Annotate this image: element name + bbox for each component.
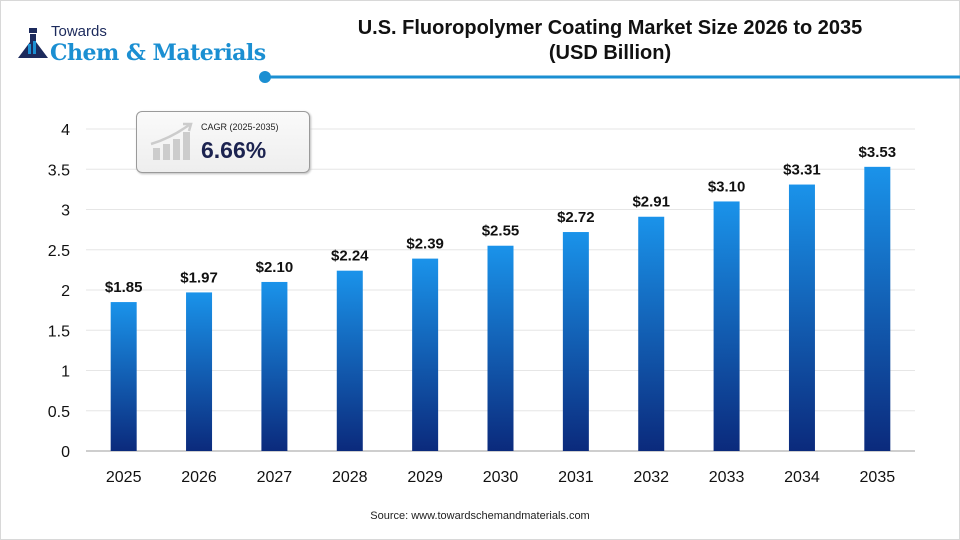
x-tick-label: 2030 xyxy=(483,469,519,486)
y-tick-label: 3 xyxy=(61,203,70,220)
y-tick-label: 3.5 xyxy=(48,162,70,179)
data-label: $1.97 xyxy=(180,269,218,286)
x-tick-label: 2026 xyxy=(181,469,217,486)
x-tick-label: 2028 xyxy=(332,469,368,486)
x-tick-label: 2025 xyxy=(106,469,142,486)
x-tick-label: 2034 xyxy=(784,469,820,486)
y-tick-label: 0 xyxy=(61,444,70,461)
bar xyxy=(186,292,213,451)
cagr-label: CAGR (2025-2035) xyxy=(201,122,279,132)
data-label: $2.72 xyxy=(557,209,595,226)
y-tick-label: 1.5 xyxy=(48,323,70,340)
x-tick-label: 2029 xyxy=(407,469,443,486)
logo: Towards Chem & Materials xyxy=(16,23,266,66)
y-tick-label: 0.5 xyxy=(48,404,70,421)
bar xyxy=(336,270,363,451)
subtitle-line: (USD Billion) xyxy=(548,42,672,64)
y-tick-label: 1 xyxy=(61,364,70,381)
data-label: $2.39 xyxy=(406,236,444,253)
bar xyxy=(487,245,514,451)
bar xyxy=(562,232,589,451)
data-label: $3.53 xyxy=(859,144,897,161)
data-label: $2.91 xyxy=(632,194,670,211)
title-underline-dot xyxy=(259,71,271,83)
x-tick-label: 2031 xyxy=(558,469,594,486)
x-tick-label: 2032 xyxy=(633,469,669,486)
cagr-box: CAGR (2025-2035) 6.66% xyxy=(136,111,310,173)
bar xyxy=(261,281,288,451)
y-tick-label: 2 xyxy=(61,283,70,300)
bar xyxy=(412,258,439,451)
data-label: $1.85 xyxy=(105,279,143,296)
data-label: $2.24 xyxy=(331,248,369,265)
bar xyxy=(864,166,891,451)
logo-towards: Towards xyxy=(51,23,107,40)
growth-chart-icon xyxy=(150,122,193,160)
flask-icon xyxy=(18,28,48,58)
x-tick-label: 2027 xyxy=(257,469,293,486)
cagr-value: 6.66% xyxy=(201,137,267,163)
chart-title: U.S. Fluoropolymer Coating Market Size 2… xyxy=(265,16,955,66)
x-tick-label: 2035 xyxy=(860,469,896,486)
x-tick-label: 2033 xyxy=(709,469,745,486)
source-note: Source: www.towardschemandmaterials.com xyxy=(370,510,590,522)
data-label: $2.10 xyxy=(256,259,294,276)
y-tick-label: 2.5 xyxy=(48,243,70,260)
logo-brand: Chem & Materials xyxy=(50,40,266,66)
bar xyxy=(713,201,740,451)
data-label: $3.10 xyxy=(708,178,746,195)
title-line: U.S. Fluoropolymer Coating Market Size 2… xyxy=(357,17,863,39)
data-label: $2.55 xyxy=(482,223,520,240)
bar xyxy=(788,184,815,452)
bar xyxy=(638,216,665,451)
data-label: $3.31 xyxy=(783,162,821,179)
bar xyxy=(110,302,137,451)
y-tick-label: 4 xyxy=(61,122,70,139)
